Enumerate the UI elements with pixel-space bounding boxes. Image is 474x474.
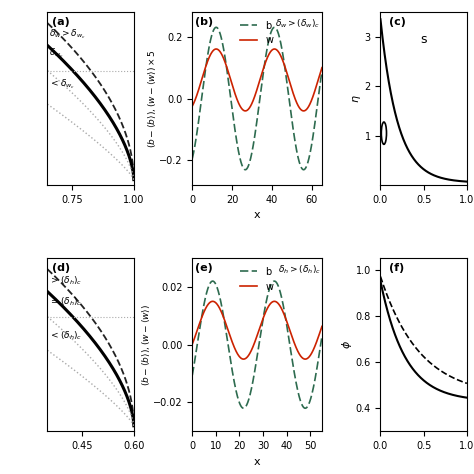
Text: (c): (c)	[389, 17, 406, 27]
Y-axis label: $\eta$: $\eta$	[351, 94, 363, 103]
Legend: b, w: b, w	[236, 17, 277, 49]
Text: $\delta_h>(\delta_h)_c$: $\delta_h>(\delta_h)_c$	[278, 263, 321, 276]
Text: $=(\delta_h)_c$: $=(\delta_h)_c$	[49, 295, 82, 308]
Text: $<\delta_{w_c}$: $<\delta_{w_c}$	[49, 78, 75, 91]
Text: $<(\delta_h)_c$: $<(\delta_h)_c$	[49, 330, 82, 342]
Y-axis label: $\phi$: $\phi$	[340, 340, 354, 349]
X-axis label: x: x	[254, 210, 260, 220]
Text: $\delta_w>(\delta_w)_c$: $\delta_w>(\delta_w)_c$	[275, 17, 321, 29]
Text: s: s	[420, 33, 427, 46]
Text: $\delta_{w_c}$: $\delta_{w_c}$	[49, 46, 64, 60]
Text: $>(\delta_h)_c$: $>(\delta_h)_c$	[49, 274, 82, 287]
Y-axis label: $(b-\langle b\rangle),(w-\langle w\rangle)$: $(b-\langle b\rangle),(w-\langle w\rangl…	[141, 303, 152, 386]
Text: (a): (a)	[52, 17, 70, 27]
X-axis label: x: x	[254, 456, 260, 466]
Y-axis label: $(b-\langle b\rangle),(w-\langle w\rangle)\times 5$: $(b-\langle b\rangle),(w-\langle w\rangl…	[146, 49, 158, 148]
Text: (b): (b)	[195, 17, 213, 27]
Legend: b, w: b, w	[236, 263, 277, 295]
Text: (d): (d)	[52, 263, 70, 273]
Text: $\delta_w{>}\delta_{w_c}$: $\delta_w{>}\delta_{w_c}$	[49, 27, 86, 41]
Text: (f): (f)	[389, 263, 404, 273]
Text: (e): (e)	[195, 263, 213, 273]
